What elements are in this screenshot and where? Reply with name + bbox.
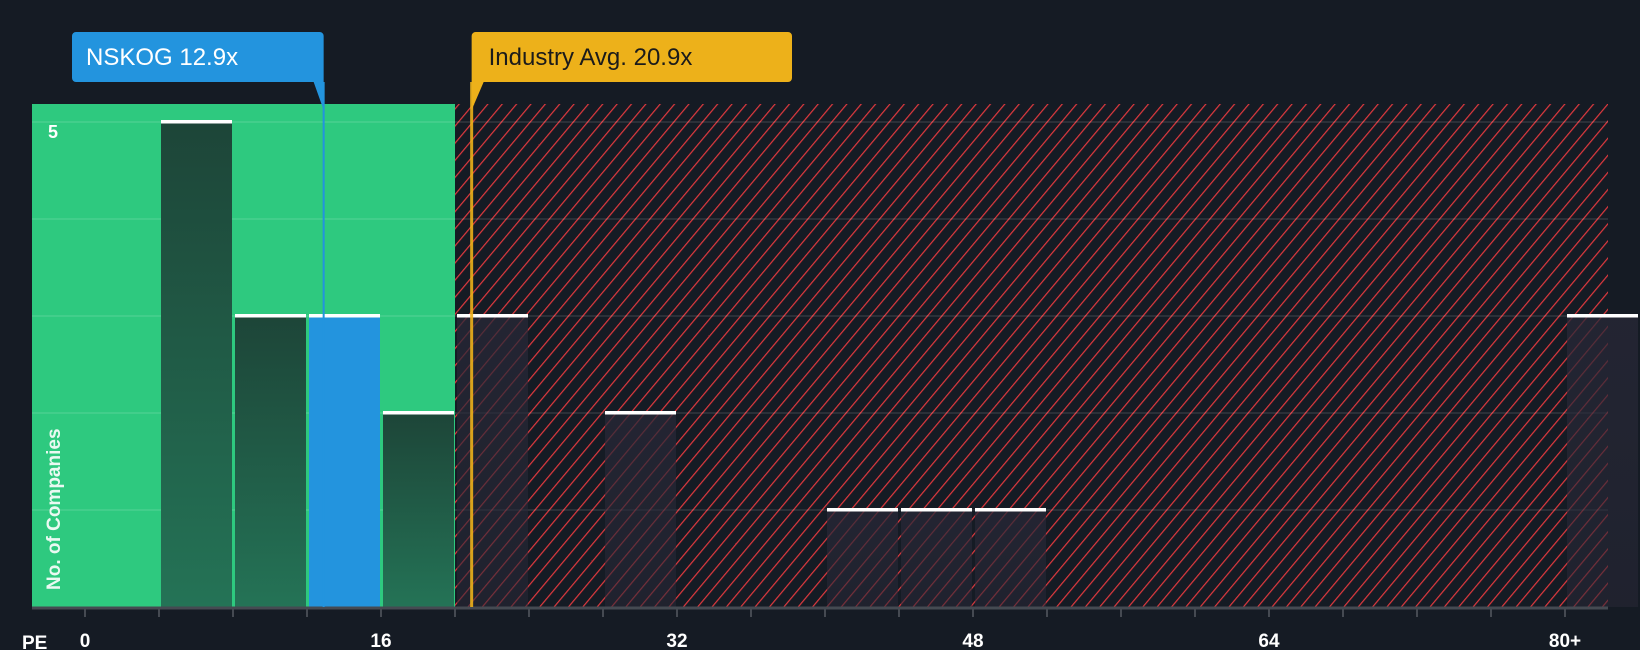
x-tick-label: 80+: [1549, 631, 1581, 650]
x-tick-label: 64: [1258, 631, 1280, 650]
x-axis-label: PE: [22, 633, 47, 650]
bar-top-marker: [605, 411, 676, 415]
company-callout-label: NSKOG 12.9x: [86, 44, 238, 71]
x-tick-label: 0: [80, 631, 91, 650]
x-tick-label: 32: [666, 631, 687, 650]
histogram-bar: [1567, 316, 1638, 607]
industry-callout: [471, 32, 792, 110]
bar-top-marker: [161, 120, 232, 124]
x-tick-label: 48: [962, 631, 983, 650]
bar-top-marker: [1567, 314, 1638, 318]
histogram-bar: [457, 316, 528, 607]
histogram-bar: [383, 413, 454, 607]
bar-top-marker: [309, 314, 380, 318]
bar-top-marker: [457, 314, 528, 318]
histogram-bar: [901, 510, 972, 607]
industry-callout-label: Industry Avg. 20.9x: [489, 44, 693, 71]
x-tick-label: 16: [370, 631, 391, 650]
bar-top-marker: [827, 508, 898, 512]
bar-top-marker: [975, 508, 1046, 512]
bar-top-marker: [901, 508, 972, 512]
histogram-bar: [827, 510, 898, 607]
company-bar: [309, 316, 380, 607]
bar-top-marker: [383, 411, 454, 415]
histogram-bar: [161, 122, 232, 607]
bar-top-marker: [235, 314, 306, 318]
histogram-bar: [235, 316, 306, 607]
y-axis-label: No. of Companies: [44, 428, 65, 590]
y-tick-label: 5: [48, 122, 58, 142]
company-callout: [72, 32, 324, 110]
histogram-bar: [605, 413, 676, 607]
histogram-bar: [975, 510, 1046, 607]
